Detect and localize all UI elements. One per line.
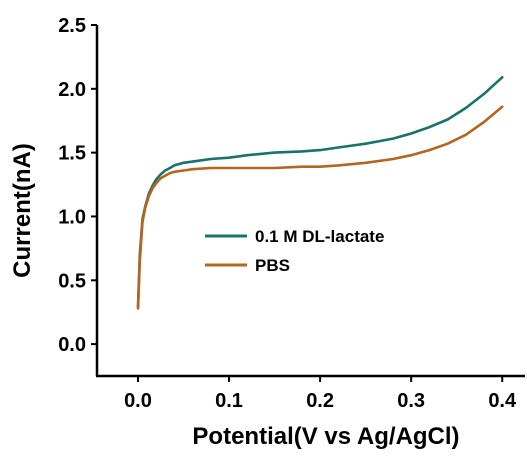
plot-area — [95, 25, 525, 378]
y-tick-label: 0.5 — [58, 270, 86, 292]
legend-item: PBS — [205, 256, 290, 275]
x-tick-label: 0.0 — [124, 390, 152, 412]
y-tick-label: 0.0 — [58, 334, 86, 356]
y-tick-label: 2.5 — [58, 15, 86, 37]
y-tick-label: 1.5 — [58, 143, 86, 165]
y-tick-label: 1.0 — [58, 206, 86, 228]
series-layer — [136, 76, 504, 310]
y-axis-title: Current(nA) — [9, 143, 36, 278]
y-axis: 0.0 0.5 1.0 1.5 2.0 2.5 — [58, 15, 97, 356]
x-tick-label: 0.3 — [397, 390, 425, 412]
x-tick-label: 0.2 — [306, 390, 334, 412]
legend-label: PBS — [255, 256, 290, 275]
x-axis-title: Potential(V vs Ag/AgCl) — [192, 423, 459, 450]
legend: 0.1 M DL-lactate PBS — [205, 227, 384, 275]
x-tick-label: 0.1 — [215, 390, 243, 412]
x-tick-label: 0.4 — [488, 390, 517, 412]
legend-label: 0.1 M DL-lactate — [255, 227, 384, 246]
y-tick-label: 2.0 — [58, 79, 86, 101]
legend-item: 0.1 M DL-lactate — [205, 227, 384, 246]
series-line-1 — [136, 105, 504, 310]
series-line-0 — [136, 76, 504, 309]
x-axis: 0.0 0.1 0.2 0.3 0.4 — [124, 376, 517, 412]
